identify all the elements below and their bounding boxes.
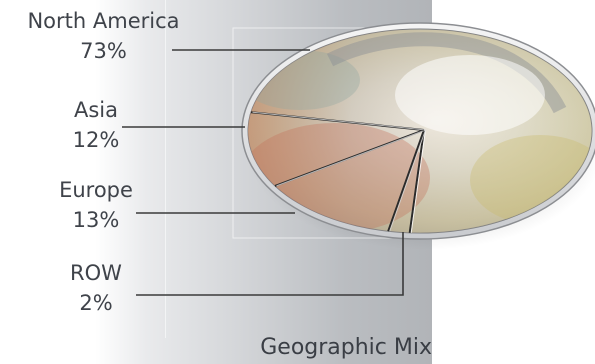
- slice-percent: 2%: [79, 291, 113, 315]
- slice-boundary-highlight: [252, 111, 426, 131]
- slice-name: Europe: [59, 178, 133, 202]
- slice-name: North America: [27, 9, 180, 33]
- leader-lines: [122, 49, 404, 296]
- leader-row: [136, 232, 404, 296]
- slice-name: Asia: [73, 98, 118, 122]
- slice-label-north-america: North America 73%: [16, 6, 191, 66]
- slice-boundary: [408, 129, 425, 233]
- slice-name: ROW: [70, 261, 122, 285]
- slice-boundary-highlight: [276, 129, 426, 187]
- pie-slices: [250, 111, 426, 233]
- slice-boundary-highlight: [389, 129, 426, 232]
- slice-percent: 73%: [80, 39, 127, 63]
- slice-boundary: [387, 129, 425, 232]
- chart-title: Geographic Mix: [260, 335, 432, 360]
- slice-percent: 12%: [72, 128, 120, 152]
- slice-boundary: [274, 129, 425, 187]
- slice-label-asia: Asia 12%: [36, 95, 156, 155]
- slice-label-row: ROW 2%: [36, 258, 156, 318]
- slice-boundary-highlight: [410, 129, 426, 233]
- slice-label-europe: Europe 13%: [36, 175, 156, 235]
- panel-guide-line: [165, 0, 166, 338]
- slice-percent: 13%: [72, 208, 120, 232]
